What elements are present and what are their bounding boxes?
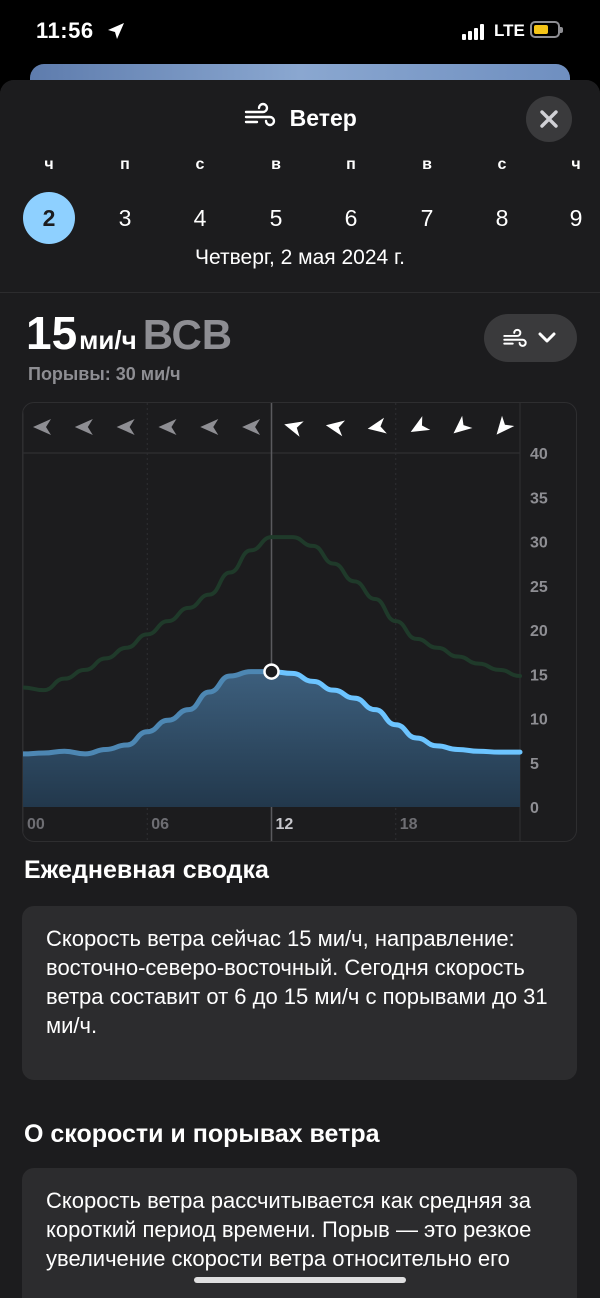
arrow-shape	[453, 415, 473, 434]
wind-chart-svg: 0 5 10 15 20 25 30 35 40 00 06 12 18	[23, 403, 548, 841]
selected-date: Четверг, 2 мая 2024 г.	[195, 246, 405, 269]
about-text: Скорость ветра рассчитывается как средня…	[46, 1188, 532, 1271]
close-icon	[540, 110, 558, 128]
day-item-7[interactable]: в 7	[397, 156, 457, 244]
battery-icon	[530, 21, 563, 38]
day-number: 8	[495, 205, 509, 231]
page-title: Ветер	[289, 105, 357, 131]
day-number: 2	[23, 192, 75, 244]
wind-line-past	[23, 669, 274, 757]
status-time: 11:56	[36, 18, 94, 43]
day-item-8[interactable]: с 8	[472, 156, 532, 244]
arrow-shape	[367, 417, 387, 434]
day-number: 3	[118, 205, 132, 231]
current-point	[263, 663, 280, 680]
day-item-6[interactable]: п 6	[321, 156, 381, 244]
wind-icon	[502, 328, 528, 355]
arrow-shape	[325, 420, 345, 437]
wind-direction-arrow	[453, 415, 473, 434]
about-card: Скорость ветра рассчитывается как средня…	[22, 1168, 577, 1298]
day-letter: в	[271, 156, 281, 173]
wind-speed-unit: ми/ч	[79, 325, 137, 355]
about-heading: О скорости и порывах ветра	[24, 1120, 380, 1148]
y-tick-label: 5	[530, 756, 539, 773]
x-tick-label: 06	[151, 816, 169, 833]
wind-direction-arrow	[284, 421, 304, 437]
arrow-shape	[242, 419, 261, 435]
y-tick-label: 25	[530, 579, 548, 596]
wind-direction-arrow	[158, 419, 177, 435]
status-bar: 11:56 LTE	[0, 0, 600, 64]
day-letter: ч	[44, 156, 54, 173]
close-button[interactable]	[526, 96, 572, 142]
arrow-shape	[410, 416, 431, 432]
wind-direction-arrow	[33, 419, 51, 435]
current-wind: 15ми/ч ВСВ	[26, 306, 232, 360]
home-indicator	[194, 1277, 406, 1283]
chart-type-menu-button[interactable]	[484, 314, 577, 362]
y-tick-label: 10	[530, 712, 548, 729]
day-number: 5	[269, 205, 283, 231]
wind-direction-arrow	[496, 415, 515, 435]
x-tick-label: 18	[400, 816, 418, 833]
wind-chart[interactable]: 0 5 10 15 20 25 30 35 40 00 06 12 18	[22, 402, 577, 842]
day-letter: ч	[571, 156, 581, 173]
arrow-shape	[284, 421, 304, 437]
day-letter: в	[422, 156, 432, 173]
arrow-shape	[158, 419, 177, 435]
wind-direction-arrow	[116, 419, 135, 435]
chevron-down-icon	[538, 331, 556, 350]
cellular-signal-icon	[462, 24, 488, 45]
day-item-3[interactable]: п 3	[95, 156, 155, 244]
y-tick-label: 0	[530, 800, 539, 817]
day-item-9[interactable]: ч 9	[546, 156, 600, 244]
wind-direction-arrow	[367, 417, 387, 434]
day-letter: п	[346, 156, 356, 173]
arrow-shape	[74, 419, 93, 435]
day-letter: с	[195, 156, 205, 173]
network-type: LTE	[494, 21, 525, 40]
sheet-header: Ветер ч 2 п 3 с 4 в 5	[0, 80, 600, 293]
day-number: 7	[420, 205, 434, 231]
summary-text: Скорость ветра сейчас 15 ми/ч, направлен…	[46, 926, 548, 1038]
day-item-2[interactable]: ч 2	[19, 156, 79, 244]
y-tick-label: 15	[530, 667, 548, 684]
arrow-shape	[116, 419, 135, 435]
wind-icon	[243, 102, 277, 135]
wind-direction-arrow	[410, 416, 431, 432]
arrow-shape	[33, 419, 51, 435]
wind-direction-arrow	[74, 419, 93, 435]
wind-direction: ВСВ	[142, 311, 233, 358]
day-number: 6	[344, 205, 358, 231]
summary-heading: Ежедневная сводка	[24, 856, 269, 884]
wind-speed-value: 15	[26, 307, 78, 359]
day-number: 9	[569, 205, 583, 231]
y-tick-label: 40	[530, 446, 548, 463]
location-arrow-icon	[106, 21, 126, 46]
y-tick-label: 30	[530, 535, 548, 552]
wind-direction-arrow	[242, 419, 261, 435]
gusts-label: Порывы: 30 ми/ч	[28, 364, 181, 384]
day-letter: с	[497, 156, 507, 173]
y-tick-label: 20	[530, 623, 548, 640]
wind-direction-arrow	[325, 420, 345, 437]
gust-line	[23, 535, 522, 693]
summary-card: Скорость ветра сейчас 15 ми/ч, направлен…	[22, 906, 577, 1080]
y-tick-label: 35	[530, 490, 548, 507]
day-item-4[interactable]: с 4	[170, 156, 230, 244]
wind-sheet: Ветер ч 2 п 3 с 4 в 5	[0, 80, 600, 1298]
day-item-5[interactable]: в 5	[246, 156, 306, 244]
title-row: Ветер	[0, 102, 600, 138]
x-tick-label: 12	[276, 816, 294, 833]
day-number: 4	[193, 205, 207, 231]
wind-line	[269, 669, 523, 755]
arrow-shape	[496, 415, 515, 435]
day-letter: п	[120, 156, 130, 173]
wind-area	[23, 671, 520, 807]
wind-direction-arrow	[200, 419, 219, 435]
arrow-shape	[200, 419, 219, 435]
x-tick-label: 00	[27, 816, 45, 833]
